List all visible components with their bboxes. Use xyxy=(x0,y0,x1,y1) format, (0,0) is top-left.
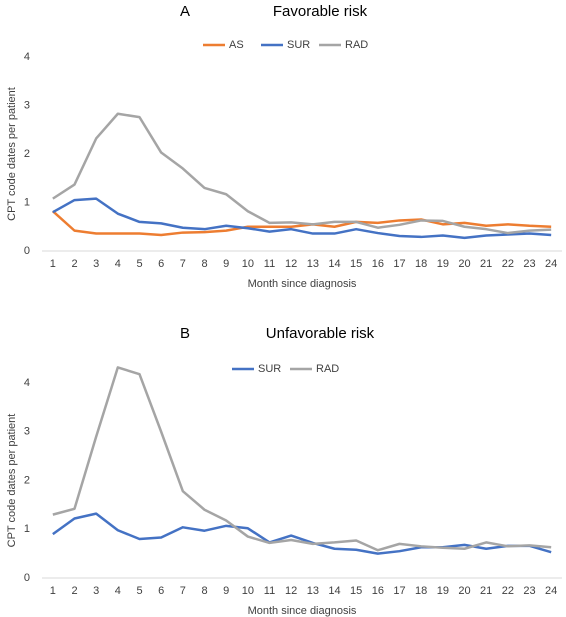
x-tick-label: 18 xyxy=(415,258,427,270)
x-tick-label: 3 xyxy=(93,258,99,270)
panel-label: A xyxy=(180,3,190,20)
y-tick-label: 1 xyxy=(24,523,30,535)
x-tick-label: 11 xyxy=(264,585,275,597)
y-tick-label: 1 xyxy=(24,196,30,208)
x-tick-label: 9 xyxy=(223,258,229,270)
x-tick-label: 14 xyxy=(328,258,340,270)
y-tick-label: 2 xyxy=(24,474,30,486)
x-tick-label: 24 xyxy=(545,585,557,597)
y-tick-label: 4 xyxy=(24,51,30,63)
legend-label: AS xyxy=(229,39,244,51)
x-tick-label: 4 xyxy=(115,258,121,270)
x-tick-label: 18 xyxy=(415,585,427,597)
y-tick-label: 4 xyxy=(24,377,30,389)
x-tick-label: 2 xyxy=(71,258,77,270)
x-tick-label: 19 xyxy=(437,585,449,597)
x-tick-label: 17 xyxy=(393,258,405,270)
x-tick-label: 15 xyxy=(350,585,362,597)
x-tick-label: 1 xyxy=(50,258,56,270)
y-tick-label: 2 xyxy=(24,148,30,160)
data-line xyxy=(52,197,552,240)
x-tick-label: 1 xyxy=(50,585,56,597)
x-tick-label: 11 xyxy=(264,258,275,270)
x-tick-label: 12 xyxy=(285,585,297,597)
data-line xyxy=(52,512,552,555)
y-axis-label: CPT code dates per patient xyxy=(6,414,18,548)
x-tick-label: 5 xyxy=(136,258,142,270)
x-tick-label: 4 xyxy=(115,585,121,597)
legend-label: SUR xyxy=(258,363,281,375)
x-tick-label: 6 xyxy=(158,585,164,597)
legend-label: RAD xyxy=(345,39,368,51)
x-axis-label: Month since diagnosis xyxy=(248,278,357,290)
data-line xyxy=(52,366,552,552)
x-tick-label: 20 xyxy=(458,258,470,270)
x-tick-label: 10 xyxy=(242,585,254,597)
x-tick-label: 24 xyxy=(545,258,557,270)
x-tick-label: 13 xyxy=(307,585,319,597)
y-tick-label: 3 xyxy=(24,99,30,111)
x-tick-label: 19 xyxy=(437,258,449,270)
x-tick-label: 14 xyxy=(328,585,340,597)
data-line xyxy=(51,210,552,237)
y-axis-label: CPT code dates per patient xyxy=(6,87,18,221)
panel-label: B xyxy=(180,325,190,342)
x-axis-label: Month since diagnosis xyxy=(248,605,357,617)
x-tick-label: 9 xyxy=(223,585,229,597)
x-tick-label: 2 xyxy=(71,585,77,597)
y-tick-label: 3 xyxy=(24,426,30,438)
x-tick-label: 21 xyxy=(480,258,492,270)
x-tick-label: 8 xyxy=(201,258,207,270)
data-line xyxy=(52,112,552,235)
x-tick-label: 13 xyxy=(307,258,319,270)
y-tick-label: 0 xyxy=(24,245,30,257)
x-tick-label: 8 xyxy=(201,585,207,597)
x-tick-label: 3 xyxy=(93,585,99,597)
x-tick-label: 16 xyxy=(372,585,384,597)
x-tick-label: 10 xyxy=(242,258,254,270)
x-tick-label: 15 xyxy=(350,258,362,270)
legend-label: SUR xyxy=(287,39,310,51)
x-tick-label: 20 xyxy=(458,585,470,597)
x-tick-label: 5 xyxy=(136,585,142,597)
chart-title: Favorable risk xyxy=(273,3,368,20)
x-tick-label: 21 xyxy=(480,585,492,597)
legend-label: RAD xyxy=(316,363,339,375)
y-tick-label: 0 xyxy=(24,572,30,584)
x-tick-label: 12 xyxy=(285,258,297,270)
chart-title: Unfavorable risk xyxy=(266,325,375,342)
x-tick-label: 17 xyxy=(393,585,405,597)
x-tick-label: 22 xyxy=(502,258,514,270)
x-tick-label: 23 xyxy=(523,585,535,597)
x-tick-label: 6 xyxy=(158,258,164,270)
x-tick-label: 16 xyxy=(372,258,384,270)
x-tick-label: 7 xyxy=(180,585,186,597)
x-tick-label: 22 xyxy=(502,585,514,597)
x-tick-label: 7 xyxy=(180,258,186,270)
x-tick-label: 23 xyxy=(523,258,535,270)
